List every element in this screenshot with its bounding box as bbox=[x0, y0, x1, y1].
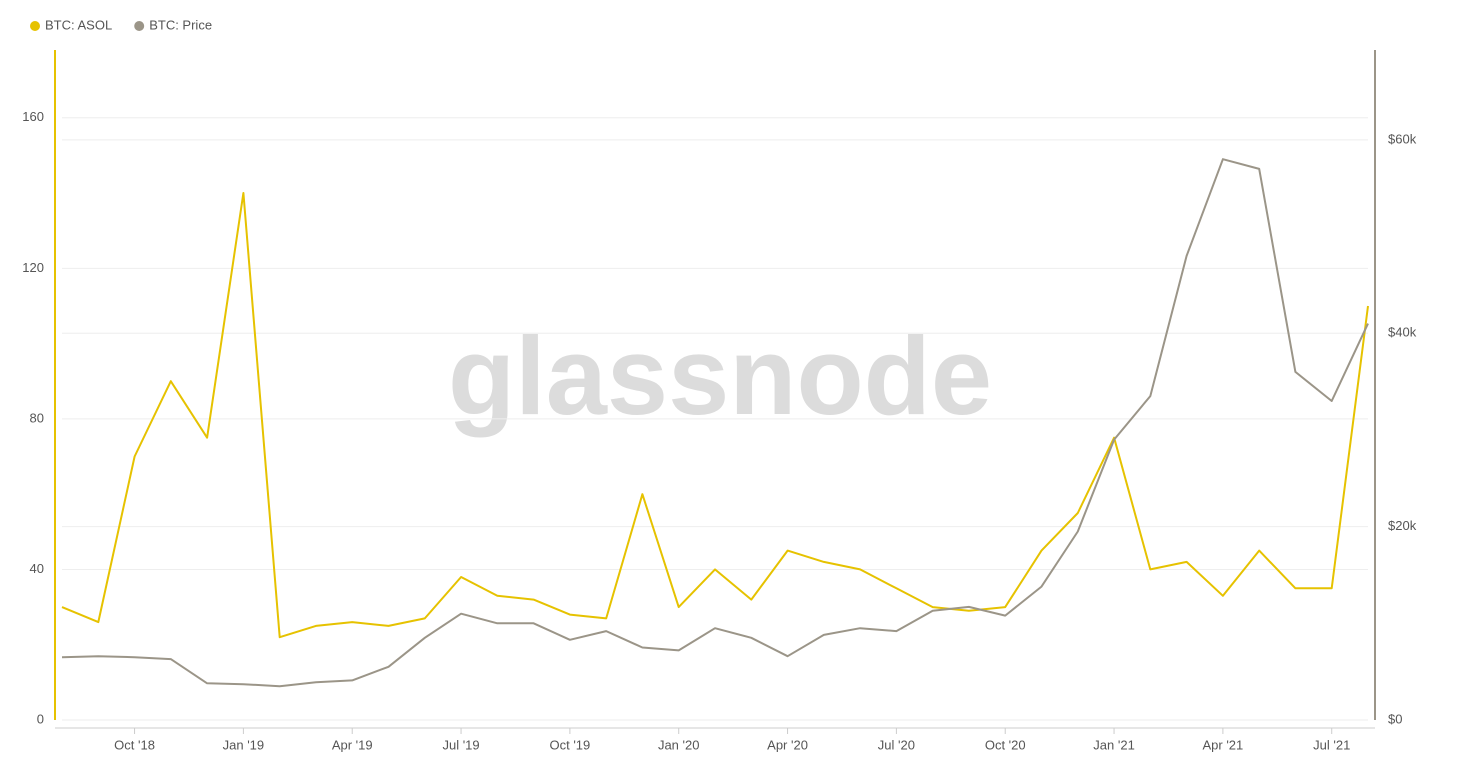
y-tick-label: 40 bbox=[30, 561, 44, 576]
x-tick-label: Apr '21 bbox=[1202, 737, 1243, 752]
y-tick-label: 120 bbox=[22, 260, 44, 275]
legend-label: BTC: ASOL bbox=[45, 17, 112, 32]
x-tick-label: Jan '21 bbox=[1093, 737, 1135, 752]
y-tick-label: 160 bbox=[22, 109, 44, 124]
y-tick-label: 0 bbox=[37, 711, 44, 726]
x-tick-label: Oct '19 bbox=[549, 737, 590, 752]
y2-tick-label: $40k bbox=[1388, 325, 1417, 340]
legend-label: BTC: Price bbox=[149, 17, 212, 32]
legend-marker bbox=[134, 21, 145, 31]
x-tick-label: Jul '20 bbox=[878, 737, 915, 752]
x-tick-label: Apr '20 bbox=[767, 737, 808, 752]
series-line bbox=[61, 158, 1369, 688]
legend-marker bbox=[30, 21, 40, 31]
x-tick-label: Jan '19 bbox=[223, 737, 265, 752]
x-tick-label: Jan '20 bbox=[658, 737, 700, 752]
y2-tick-label: $60k bbox=[1388, 131, 1417, 146]
y2-tick-label: $20k bbox=[1388, 518, 1417, 533]
x-tick-label: Oct '18 bbox=[114, 737, 155, 752]
watermark: glassnode bbox=[448, 315, 992, 438]
x-tick-label: Jul '21 bbox=[1313, 737, 1350, 752]
series-line bbox=[61, 192, 1369, 639]
x-tick-label: Oct '20 bbox=[985, 737, 1026, 752]
x-tick-label: Jul '19 bbox=[442, 737, 479, 752]
x-tick-label: Apr '19 bbox=[332, 737, 373, 752]
y2-tick-label: $0 bbox=[1388, 711, 1402, 726]
y-tick-label: 80 bbox=[30, 410, 44, 425]
